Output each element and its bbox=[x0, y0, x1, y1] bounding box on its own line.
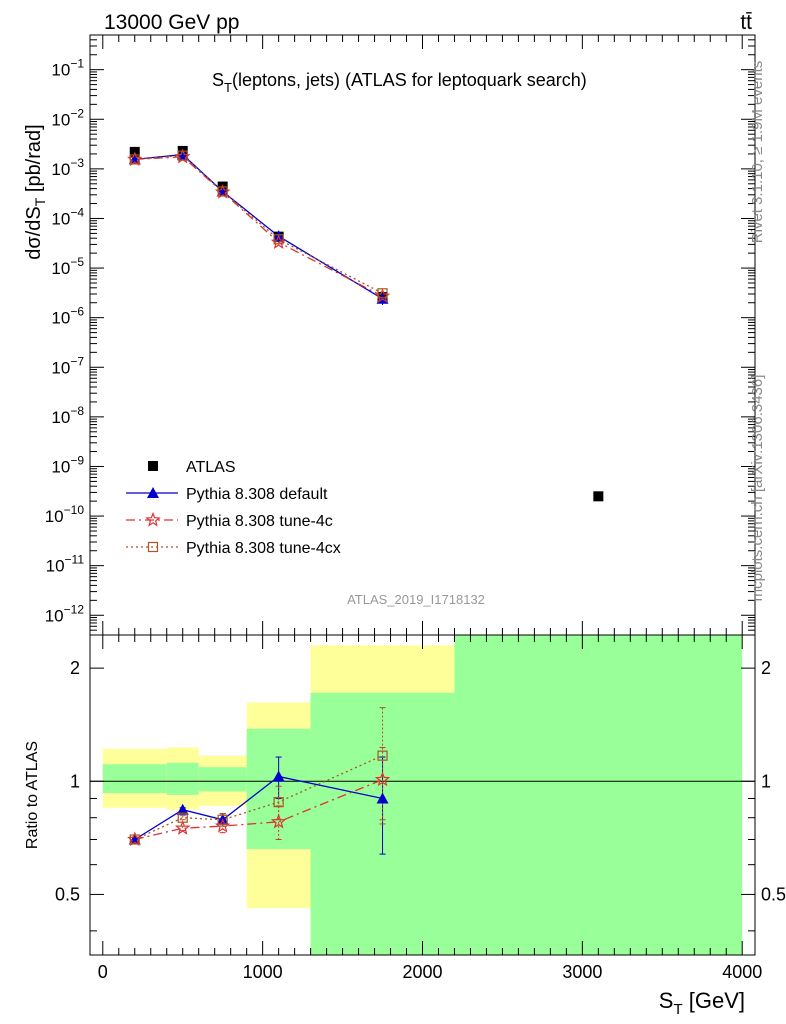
ratio-point-pythia-8-308-tune-4c-3 bbox=[270, 813, 287, 829]
legend-label-atlas: ATLAS bbox=[186, 459, 236, 476]
ratio-y-axis-label: Ratio to ATLAS bbox=[24, 741, 41, 849]
rivet-version-label: Rivet 3.1.10, ≥ 1.9M events bbox=[749, 61, 766, 244]
main-ytick-label: 10−8 bbox=[51, 404, 84, 427]
legend-marker-pythia-8-308-tune-4cx bbox=[147, 541, 159, 553]
ratio-band-green-1 bbox=[166, 762, 199, 795]
main-point-pythia-8-308-tune-4cx-0 bbox=[129, 154, 140, 165]
x-tick-label: 4000 bbox=[722, 962, 762, 982]
main-point-pythia-8-308-tune-4cx-3 bbox=[273, 234, 284, 245]
axis-ticks bbox=[90, 34, 755, 955]
main-ytick-label: 10−1 bbox=[51, 57, 84, 80]
ratio-ytick-label-left: 2 bbox=[70, 658, 80, 678]
ratio-band-green-2 bbox=[198, 767, 247, 792]
ratio-point-pythia-8-308-tune-4cx-0 bbox=[129, 834, 140, 845]
main-ytick-label: 10−3 bbox=[51, 156, 84, 179]
ratio-band-green-0 bbox=[102, 764, 167, 794]
legend-marker-pythia-8-308-tune-4c bbox=[145, 511, 161, 527]
ratio-point-pythia-8-308-tune-4cx-1 bbox=[177, 812, 188, 823]
legend: ATLAS Pythia 8.308 default Pythia 8.308 tu… bbox=[126, 459, 341, 557]
main-point-pythia-8-308-tune-4cx-2 bbox=[217, 186, 228, 197]
main-ytick-label: 10−10 bbox=[45, 503, 85, 526]
ratio-band-green-5 bbox=[454, 635, 743, 955]
x-tick-label: 2000 bbox=[402, 962, 442, 982]
main-point-atlas-5 bbox=[593, 491, 604, 502]
legend-label-pythia-8-308-tune-4cx: Pythia 8.308 tune-4cx bbox=[186, 540, 341, 557]
axis-tick-labels: 10−1210−1110−1010−910−810−710−610−510−41… bbox=[45, 57, 786, 982]
x-tick-label: 0 bbox=[98, 962, 108, 982]
ratio-point-pythia-8-308-tune-4cx-4 bbox=[377, 750, 388, 761]
ratio-uncertainty-bands bbox=[102, 635, 743, 955]
main-ytick-label: 10−4 bbox=[51, 205, 84, 228]
ratio-ytick-label-right: 1 bbox=[761, 771, 771, 791]
ratio-line-pythia-8-308-tune-4cx bbox=[134, 755, 383, 841]
x-axis-label: ST [GeV] bbox=[659, 988, 745, 1018]
analysis-id-label: ATLAS_2019_I1718132 bbox=[347, 592, 485, 607]
main-line-pythia-8-308-tune-4cx bbox=[134, 154, 383, 294]
main-series-lines bbox=[134, 153, 383, 300]
legend-marker-pythia-8-308-default bbox=[147, 487, 159, 498]
ratio-ytick-label-left: 0.5 bbox=[55, 884, 80, 904]
ratio-ytick-label-left: 1 bbox=[70, 771, 80, 791]
main-markers bbox=[127, 145, 604, 502]
x-tick-label: 3000 bbox=[562, 962, 602, 982]
main-y-axis-label: dσ/dST [pb/rad] bbox=[23, 124, 48, 259]
main-point-pythia-8-308-tune-4cx-1 bbox=[177, 150, 188, 161]
main-point-pythia-8-308-tune-4cx-4 bbox=[377, 288, 388, 299]
process-label: tt̄ bbox=[740, 11, 752, 34]
main-ytick-label: 10−5 bbox=[51, 255, 84, 278]
ratio-point-pythia-8-308-tune-4c-4 bbox=[374, 771, 391, 787]
ratio-point-pythia-8-308-default-4 bbox=[376, 792, 389, 804]
legend-marker-atlas bbox=[148, 461, 158, 471]
ratio-ytick-label-right: 0.5 bbox=[761, 884, 786, 904]
legend-label-pythia-8-308-default: Pythia 8.308 default bbox=[186, 486, 328, 503]
ratio-ytick-label-right: 2 bbox=[761, 658, 771, 678]
main-error-bars bbox=[134, 153, 384, 306]
main-ytick-label: 10−7 bbox=[51, 354, 84, 377]
main-ytick-label: 10−6 bbox=[51, 305, 84, 328]
ratio-point-pythia-8-308-default-1 bbox=[176, 803, 189, 815]
main-ytick-label: 10−9 bbox=[51, 453, 84, 476]
main-ytick-label: 10−12 bbox=[45, 602, 85, 625]
chart-title: ST(leptons, jets) (ATLAS for leptoquark … bbox=[212, 70, 587, 95]
x-tick-label: 1000 bbox=[243, 962, 283, 982]
ratio-point-pythia-8-308-tune-4cx-3 bbox=[273, 797, 284, 808]
main-ytick-label: 10−2 bbox=[51, 106, 84, 129]
ratio-point-pythia-8-308-tune-4cx-2 bbox=[217, 814, 228, 825]
main-line-pythia-8-308-tune-4c bbox=[134, 156, 383, 297]
main-ytick-label: 10−11 bbox=[46, 553, 85, 576]
collision-label: 13000 GeV pp bbox=[104, 11, 239, 34]
ratio-markers bbox=[127, 750, 391, 847]
ratio-point-pythia-8-308-tune-4c-1 bbox=[174, 820, 191, 835]
mcplots-label: mcplots.cern.ch [arXiv:1306.3436] bbox=[749, 375, 766, 602]
legend-label-pythia-8-308-tune-4c: Pythia 8.308 tune-4c bbox=[186, 513, 333, 530]
ratio-point-pythia-8-308-default-3 bbox=[272, 770, 285, 782]
